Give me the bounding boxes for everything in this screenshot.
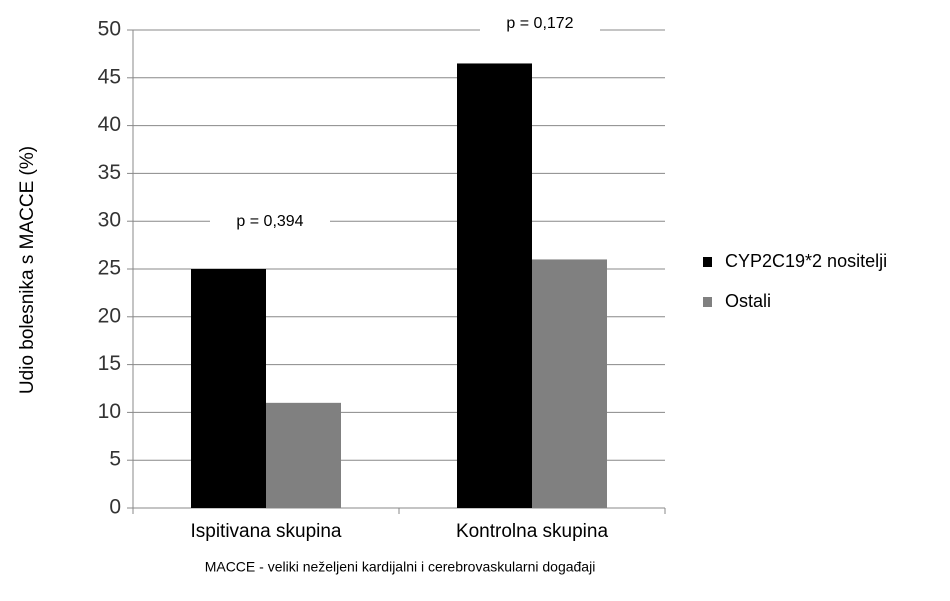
x-tick-label: Ispitivana skupina [190,521,341,542]
annotation: p = 0,172 [506,15,573,32]
y-tick-label: 40 [98,113,121,136]
legend-swatch [703,297,712,307]
y-tick-label: 30 [98,209,121,232]
bar [191,269,266,508]
annotation-bg [210,210,330,234]
footnote: MACCE - veliki neželjeni kardijalni i ce… [205,559,596,575]
bar [457,63,532,509]
x-tick-label: Kontrolna skupina [456,521,609,542]
y-tick-label: 35 [98,161,121,184]
y-tick-label: 15 [98,352,121,375]
annotation-bg [480,12,600,36]
bar [266,402,341,508]
annotation: p = 0,394 [236,213,303,230]
y-tick-label: 45 [98,65,121,88]
y-axis-label: Udio bolesnika s MACCE (%) [17,146,38,394]
bar [532,259,607,508]
y-tick-label: 5 [109,448,121,471]
legend-swatch [703,257,712,267]
legend-label: Ostali [725,291,771,311]
y-tick-label: 25 [98,257,121,280]
y-tick-label: 50 [98,18,121,41]
y-tick-label: 10 [98,400,121,423]
y-tick-label: 20 [98,304,121,327]
legend-label: CYP2C19*2 nositelji [725,251,887,271]
y-tick-label: 0 [109,496,121,519]
